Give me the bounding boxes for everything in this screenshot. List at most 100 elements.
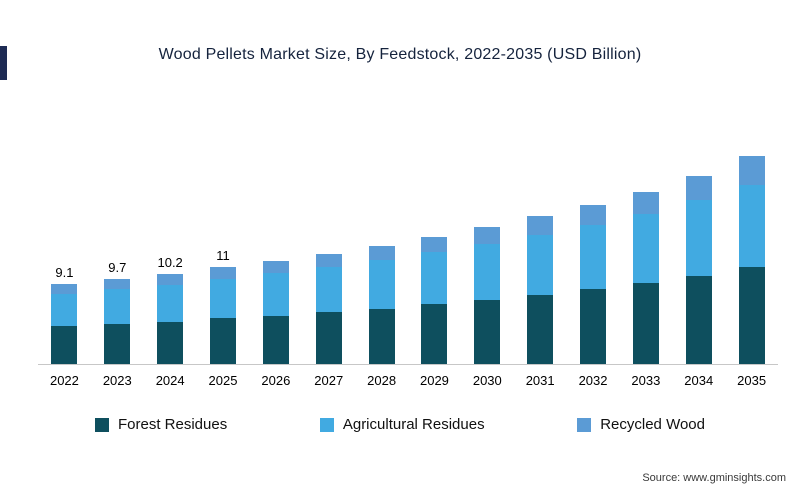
chart-title: Wood Pellets Market Size, By Feedstock, … (158, 46, 642, 63)
bar-segment-agricultural-residues (262, 273, 289, 316)
stacked-bar (368, 246, 395, 364)
stacked-bar (157, 274, 184, 364)
legend-swatch-agricultural-residues (319, 417, 334, 432)
x-axis-tick-label: 2025 (208, 373, 238, 388)
bar-segment-agricultural-residues (104, 289, 131, 324)
bar-column: 9.1 (38, 265, 91, 364)
bar-segment-agricultural-residues (157, 284, 184, 322)
bar-segment-recycled-wood (527, 216, 554, 235)
bar-column (249, 242, 302, 364)
stacked-bar (315, 254, 342, 364)
bar-segment-agricultural-residues (580, 225, 607, 290)
bar-segment-agricultural-residues (368, 260, 395, 309)
bar-segment-recycled-wood (474, 226, 501, 244)
bar-segment-recycled-wood (632, 191, 659, 214)
stacked-bar (738, 156, 765, 364)
bar-segment-agricultural-residues (474, 243, 501, 300)
bar-segment-agricultural-residues (738, 184, 765, 268)
x-axis-tick-label: 2031 (525, 373, 555, 388)
legend-item-forest-residues: Forest Residues (95, 416, 227, 433)
legend-label: Recycled Wood (600, 416, 705, 433)
bar-segment-forest-residues (632, 283, 659, 364)
stacked-bar (685, 175, 712, 364)
bar-column (514, 197, 567, 364)
legend-item-agricultural-residues: Agricultural Residues (319, 416, 485, 433)
bar-segment-recycled-wood (262, 261, 289, 274)
bar-total-label: 9.1 (55, 264, 74, 280)
bar-segment-recycled-wood (685, 175, 712, 201)
bar-column (619, 173, 672, 364)
stacked-bar (580, 204, 607, 364)
bar-column (408, 218, 461, 364)
bar-segment-forest-residues (368, 308, 395, 364)
bar-segment-agricultural-residues (632, 213, 659, 283)
bar-segment-recycled-wood (368, 246, 395, 261)
x-axis-tick-label: 2032 (578, 373, 608, 388)
stacked-bar (210, 267, 236, 364)
corner-accent-bar (0, 46, 7, 80)
bar-segment-agricultural-residues (315, 267, 342, 313)
bar-segment-forest-residues (51, 326, 78, 364)
source-attribution: Source: www.gminsights.com (642, 472, 786, 484)
stacked-bar (474, 226, 501, 364)
bar-segment-recycled-wood (210, 267, 236, 279)
bar-column (672, 157, 725, 364)
bar-segment-forest-residues (685, 276, 712, 364)
bar-segment-recycled-wood (104, 278, 131, 290)
x-axis-tick-label: 2034 (684, 373, 714, 388)
stacked-bar (527, 216, 554, 364)
bar-segment-forest-residues (474, 299, 501, 364)
legend-item-recycled-wood: Recycled Wood (577, 416, 705, 433)
bar-total-label: 11 (216, 248, 230, 264)
stacked-bar (262, 261, 289, 364)
bar-column: 11 (197, 248, 250, 364)
bar-segment-agricultural-residues (51, 293, 78, 327)
x-axis-tick-label: 2027 (314, 373, 344, 388)
stacked-bar (632, 191, 659, 364)
bar-segment-agricultural-residues (527, 234, 554, 295)
bar-segment-forest-residues (315, 312, 342, 364)
stacked-bar (421, 236, 448, 364)
legend-swatch-forest-residues (95, 417, 109, 432)
legend-label: Forest Residues (118, 416, 228, 433)
x-axis-tick-label: 2035 (737, 373, 767, 388)
bar-segment-agricultural-residues (685, 200, 712, 276)
bar-segment-forest-residues (104, 323, 131, 364)
bar-segment-recycled-wood (157, 274, 184, 285)
bar-segment-forest-residues (580, 289, 607, 364)
bar-segment-agricultural-residues (210, 278, 236, 319)
legend-label: Agricultural Residues (342, 416, 485, 433)
x-axis-tick-label: 2024 (155, 373, 185, 388)
bar-segment-recycled-wood (51, 283, 78, 294)
bar-total-label: 10.2 (157, 255, 183, 271)
x-axis-tick-label: 2023 (102, 373, 132, 388)
bar-segment-recycled-wood (580, 204, 607, 226)
x-axis-tick-label: 2033 (631, 373, 661, 388)
x-axis-tick-label: 2028 (367, 373, 397, 388)
bar-column: 10.2 (144, 255, 197, 364)
x-axis-tick-label: 2022 (49, 373, 79, 388)
x-axis-tick-label: 2029 (419, 373, 449, 388)
stacked-bar (51, 283, 78, 364)
plot-area: 9.1 9.7 10.2 11 2022 2023 2024 2025 2026 2027 202… (38, 126, 778, 388)
bar-column (461, 208, 514, 364)
x-axis-tick-label: 2026 (261, 373, 291, 388)
bar-column (567, 186, 620, 364)
bar-segment-forest-residues (421, 304, 448, 364)
bar-segment-forest-residues (262, 315, 289, 364)
chart-legend: Forest Residues Agricultural Residues Recy… (95, 416, 705, 433)
bar-column (355, 227, 408, 364)
bar-segment-recycled-wood (421, 236, 448, 253)
bar-column (302, 235, 355, 364)
x-axis-labels: 2022 2023 2024 2025 2026 2027 2028 2029 2030 2031… (38, 373, 778, 388)
bar-segment-recycled-wood (738, 156, 765, 185)
bar-segment-forest-residues (738, 267, 765, 364)
x-axis-tick-label: 2030 (472, 373, 502, 388)
bar-segment-forest-residues (157, 321, 184, 364)
bar-segment-agricultural-residues (421, 252, 448, 305)
bar-column (725, 137, 778, 364)
bars-row: 9.1 9.7 10.2 11 (38, 126, 778, 365)
bar-total-label: 9.7 (108, 259, 127, 275)
legend-swatch-recycled-wood (577, 417, 592, 432)
bar-segment-forest-residues (527, 294, 554, 364)
